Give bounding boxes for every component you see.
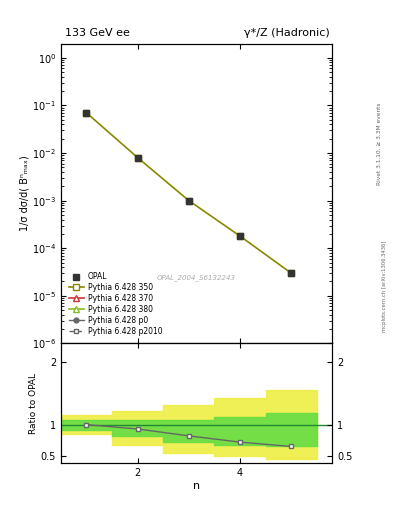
Text: OPAL_2004_S6132243: OPAL_2004_S6132243 [157,274,236,281]
Text: Rivet 3.1.10, ≥ 3.3M events: Rivet 3.1.10, ≥ 3.3M events [377,102,382,185]
Y-axis label: 1/σ dσ/d( Bⁿₘₐₓ): 1/σ dσ/d( Bⁿₘₐₓ) [19,156,29,231]
Legend: OPAL, Pythia 6.428 350, Pythia 6.428 370, Pythia 6.428 380, Pythia 6.428 p0, Pyt: OPAL, Pythia 6.428 350, Pythia 6.428 370… [66,269,165,339]
X-axis label: n: n [193,481,200,491]
Text: 133 GeV ee: 133 GeV ee [65,28,130,38]
Text: γ*/Z (Hadronic): γ*/Z (Hadronic) [244,28,330,38]
Y-axis label: Ratio to OPAL: Ratio to OPAL [29,373,38,434]
Text: mcplots.cern.ch [arXiv:1306.3436]: mcplots.cern.ch [arXiv:1306.3436] [382,241,387,332]
